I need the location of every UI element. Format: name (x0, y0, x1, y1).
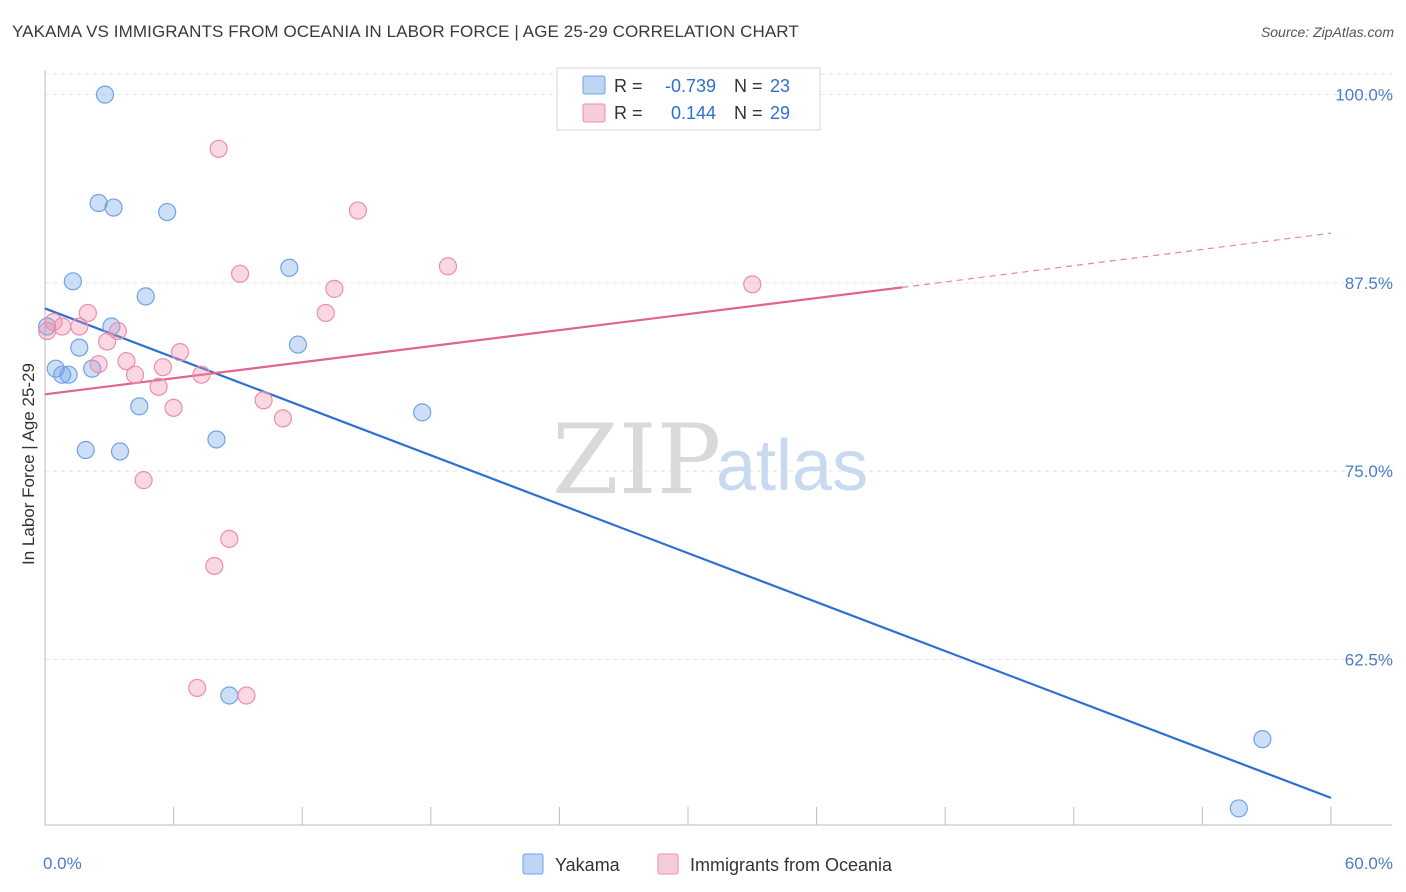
point-yakama (104, 198, 123, 217)
point-immigrants-from-oceania (149, 377, 168, 396)
series-legend-label-yakama: Yakama (555, 855, 621, 875)
y-tick-labels: 62.5% 75.0% 87.5% 100.0% (1335, 86, 1393, 670)
point-immigrants-from-oceania (70, 317, 89, 336)
point-immigrants-from-oceania (89, 355, 108, 374)
trend-lines (44, 232, 1332, 799)
point-immigrants-from-oceania (117, 352, 136, 371)
point-immigrants-from-oceania (164, 398, 183, 417)
point-yakama (59, 365, 78, 384)
point-immigrants-from-oceania (98, 332, 117, 351)
point-immigrants-from-oceania (273, 409, 293, 428)
legend-r-label-yakama: R = (614, 76, 643, 96)
series-legend: Yakama Immigrants from Oceania (522, 853, 893, 875)
series-legend-swatch-yakama (522, 853, 544, 875)
source-credit: Source: ZipAtlas.com (1260, 24, 1394, 40)
x-tick-label-min: 0.0% (43, 854, 82, 873)
y-axis-title: In Labor Force | Age 25-29 (19, 363, 38, 565)
point-immigrants-from-oceania (230, 264, 250, 283)
point-immigrants-from-oceania (78, 303, 97, 323)
point-immigrants-from-oceania (134, 471, 153, 490)
point-yakama (1229, 799, 1248, 818)
x-tick-label-max: 60.0% (1345, 854, 1393, 873)
point-yakama (76, 440, 95, 460)
y-tick-label: 87.5% (1345, 274, 1393, 293)
point-immigrants-from-oceania (205, 556, 224, 576)
point-yakama (70, 338, 89, 357)
watermark-atlas: atlas (716, 426, 868, 506)
point-immigrants-from-oceania (348, 201, 368, 220)
point-immigrants-from-oceania (38, 321, 57, 341)
point-yakama (110, 442, 130, 461)
point-immigrants-from-oceania (743, 275, 762, 294)
point-yakama (130, 397, 149, 416)
point-yakama (158, 202, 177, 222)
legend-swatch-oceania (582, 103, 606, 123)
point-immigrants-from-oceania (325, 279, 344, 298)
point-immigrants-from-oceania (53, 317, 72, 336)
legend-r-value-oceania: 0.144 (671, 103, 716, 123)
point-immigrants-from-oceania (170, 343, 190, 362)
trend-line-immigrants-from-oceania (44, 286, 903, 396)
point-immigrants-from-oceania (192, 365, 211, 384)
stats-legend-box (556, 67, 821, 131)
point-immigrants-from-oceania (44, 312, 63, 332)
point-immigrants-from-oceania (209, 139, 228, 158)
y-tick-label: 62.5% (1345, 650, 1393, 669)
point-immigrants-from-oceania (125, 365, 145, 384)
trend-line-extension-immigrants-from-oceania (902, 232, 1332, 288)
point-yakama (95, 85, 115, 104)
point-yakama (89, 193, 108, 213)
point-yakama (288, 335, 308, 354)
point-yakama (220, 686, 239, 705)
point-immigrants-from-oceania (438, 257, 458, 276)
point-immigrants-from-oceania (237, 686, 256, 705)
series-legend-label-oceania: Immigrants from Oceania (690, 855, 893, 875)
series-legend-swatch-oceania (657, 853, 679, 875)
point-yakama (53, 365, 72, 384)
point-yakama (413, 403, 432, 422)
axes (44, 70, 1392, 826)
legend-r-value-yakama: -0.739 (665, 76, 716, 96)
data-points (38, 85, 1272, 818)
point-immigrants-from-oceania (153, 358, 172, 377)
point-yakama (280, 258, 299, 277)
chart-title: YAKAMA VS IMMIGRANTS FROM OCEANIA IN LAB… (12, 22, 799, 41)
trend-line-yakama (44, 307, 1332, 799)
point-immigrants-from-oceania (220, 529, 239, 548)
stats-legend: R = -0.739 N = 23 R = 0.144 N = 29 (556, 67, 821, 131)
point-yakama (63, 272, 82, 291)
y-tick-label: 100.0% (1335, 86, 1393, 105)
point-yakama (136, 287, 155, 306)
point-immigrants-from-oceania (254, 391, 273, 410)
point-yakama (207, 430, 226, 449)
legend-n-label-oceania: N = (734, 103, 763, 123)
point-immigrants-from-oceania (316, 303, 335, 323)
legend-swatch-yakama (582, 75, 606, 95)
legend-r-label-oceania: R = (614, 103, 643, 123)
watermark-zip: ZIP (552, 404, 721, 516)
legend-n-label-yakama: N = (734, 76, 763, 96)
legend-n-value-oceania: 29 (770, 103, 790, 123)
point-yakama (1253, 730, 1272, 749)
watermark: ZIP atlas (552, 404, 868, 516)
point-immigrants-from-oceania (188, 678, 207, 698)
x-tick-labels: 0.0% 60.0% (43, 854, 1393, 873)
y-tick-label: 75.0% (1345, 462, 1393, 481)
legend-n-value-yakama: 23 (770, 76, 790, 96)
grid-lines (45, 73, 1392, 660)
